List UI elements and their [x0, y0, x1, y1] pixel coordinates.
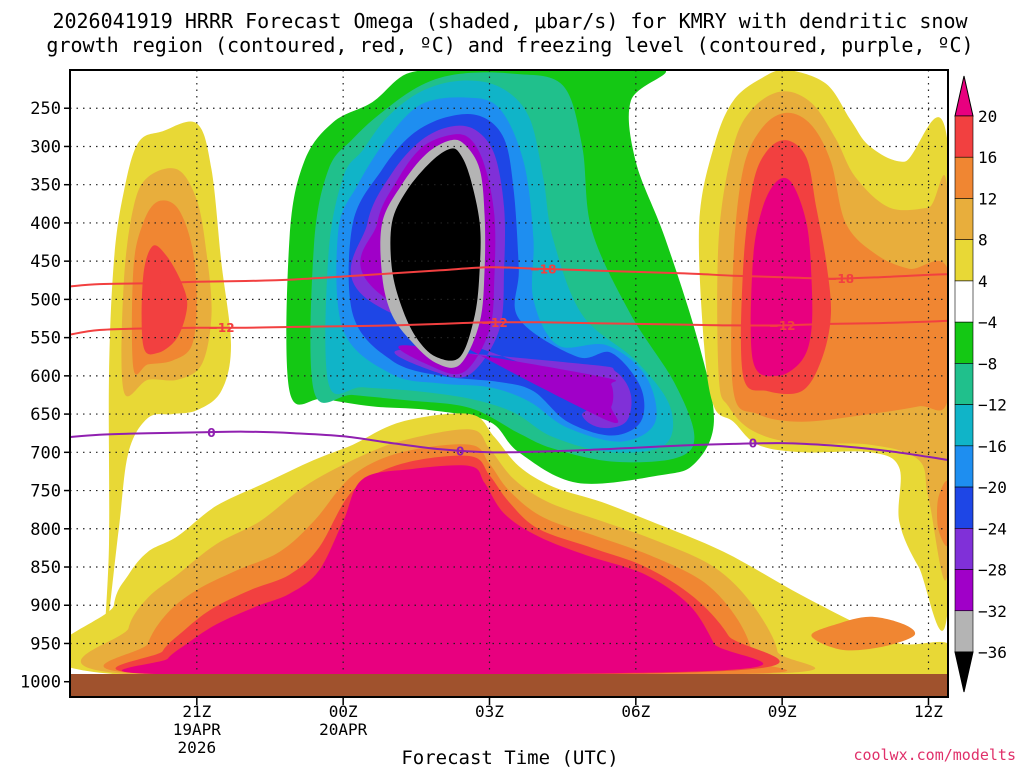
colorbar-swatch-6 — [954, 321, 974, 364]
ytick-label-650: 650 — [30, 405, 61, 425]
xtick-label-21Z-0: 21Z — [182, 702, 211, 721]
contour-label-2-0: 0 — [207, 426, 215, 440]
ground-surface-band — [70, 674, 948, 697]
xtick-label-00Z-0: 00Z — [329, 702, 358, 721]
colorbar-label-9: −20 — [978, 478, 1007, 497]
contour-line-1 — [70, 319, 948, 336]
temperature-contours-layer: −18 −18 −18 −12 −12 −12 0 0 0 — [70, 262, 948, 461]
colorbar-label-5: −4 — [978, 313, 997, 332]
ytick-label-400: 400 — [30, 214, 61, 234]
plot-frame — [69, 69, 949, 698]
xtick-label-00Z-1: 20APR — [319, 720, 368, 739]
colorbar-swatch-8 — [954, 404, 974, 447]
colorbar-swatch-3 — [954, 198, 974, 240]
contour-label-2-2: 0 — [749, 437, 757, 451]
colorbar-label-1: 16 — [978, 148, 997, 167]
colorbar-label-10: −24 — [978, 519, 1007, 538]
plot-area: −18 −18 −18 −12 −12 −12 0 0 0 — [70, 70, 948, 697]
colorbar-swatch-10 — [954, 486, 974, 529]
credit-text: coolwx.com/modelts — [853, 746, 1016, 764]
omega-region-lowlevel-subsidence-magenta — [121, 465, 764, 676]
omega-region-upper-ascent-core-black — [390, 148, 481, 361]
xtick-label-21Z-2: 2026 — [178, 738, 217, 757]
ytick-label-550: 550 — [30, 329, 61, 349]
ytick-label-1000: 1000 — [20, 673, 61, 693]
colorbar-label-6: −8 — [978, 354, 997, 373]
colorbar-label-0: 20 — [978, 107, 997, 126]
ytick-label-500: 500 — [30, 290, 61, 310]
xtick-label-06Z-0: 06Z — [621, 702, 650, 721]
colorbar-label-13: −36 — [978, 643, 1007, 662]
contour-line-0 — [70, 266, 948, 288]
contour-label-1-2: −12 — [769, 319, 796, 333]
colorbar: 20 16 12 8 4 −4 −8 −12 −16 −20 −24 −28 −32 −36 — [954, 75, 1007, 693]
chart-title-line-1: 2026041919 HRRR Forecast Omega (shaded, … — [52, 9, 968, 33]
colorbar-swatch-12 — [954, 569, 974, 612]
xtick-label-03Z-0: 03Z — [475, 702, 504, 721]
colorbar-label-12: −32 — [978, 602, 1007, 621]
ytick-label-300: 300 — [30, 137, 61, 157]
colorbar-swatch-11 — [954, 528, 974, 570]
x-axis-title: Forecast Time (UTC) — [401, 747, 618, 768]
contour-label-0-0: −18 — [144, 277, 171, 291]
colorbar-swatch-7 — [954, 363, 974, 405]
colorbar-label-7: −12 — [978, 396, 1007, 415]
contour-line-2 — [70, 430, 948, 461]
pressure-axis: 250 300 350 400 450 500 550 600 650 700 750 800 850 9… — [20, 99, 70, 693]
ytick-label-750: 750 — [30, 482, 61, 502]
omega-region-right-edge-orange-patch — [937, 481, 948, 546]
colorbar-label-2: 12 — [978, 189, 997, 208]
colorbar-bottom-arrow — [954, 651, 974, 693]
ytick-label-850: 850 — [30, 558, 61, 578]
colorbar-label-4: 4 — [978, 272, 988, 291]
xtick-label-09Z-0: 09Z — [768, 702, 797, 721]
colorbar-swatch-2 — [954, 156, 974, 199]
contour-label-0-2: −18 — [827, 272, 854, 286]
contour-label-1-1: −12 — [481, 316, 508, 330]
colorbar-label-3: 8 — [978, 231, 988, 250]
omega-region-lowlevel-orange-patch — [811, 616, 916, 651]
ytick-label-600: 600 — [30, 367, 61, 387]
omega-shading-layer — [70, 70, 948, 681]
ytick-label-900: 900 — [30, 596, 61, 616]
colorbar-label-11: −28 — [978, 561, 1007, 580]
ytick-label-800: 800 — [30, 520, 61, 540]
ytick-label-350: 350 — [30, 176, 61, 196]
colorbar-label-8: −16 — [978, 437, 1007, 456]
contour-label-2-1: 0 — [456, 444, 464, 458]
colorbar-swatch-4 — [954, 239, 974, 282]
ytick-label-450: 450 — [30, 252, 61, 272]
ytick-label-950: 950 — [30, 634, 61, 654]
ytick-label-700: 700 — [30, 443, 61, 463]
xtick-label-12Z-0: 12Z — [914, 702, 943, 721]
ytick-label-250: 250 — [30, 99, 61, 119]
colorbar-swatch-5 — [954, 280, 974, 323]
contour-label-0-1: −18 — [530, 262, 557, 276]
xtick-label-21Z-1: 19APR — [173, 720, 222, 739]
chart-title-line-2: growth region (contoured, red, ºC) and f… — [46, 33, 973, 57]
colorbar-swatch-13 — [954, 610, 974, 653]
contour-label-1-0: −12 — [208, 321, 235, 335]
colorbar-swatch-1 — [954, 115, 974, 158]
colorbar-swatch-9 — [954, 445, 974, 488]
